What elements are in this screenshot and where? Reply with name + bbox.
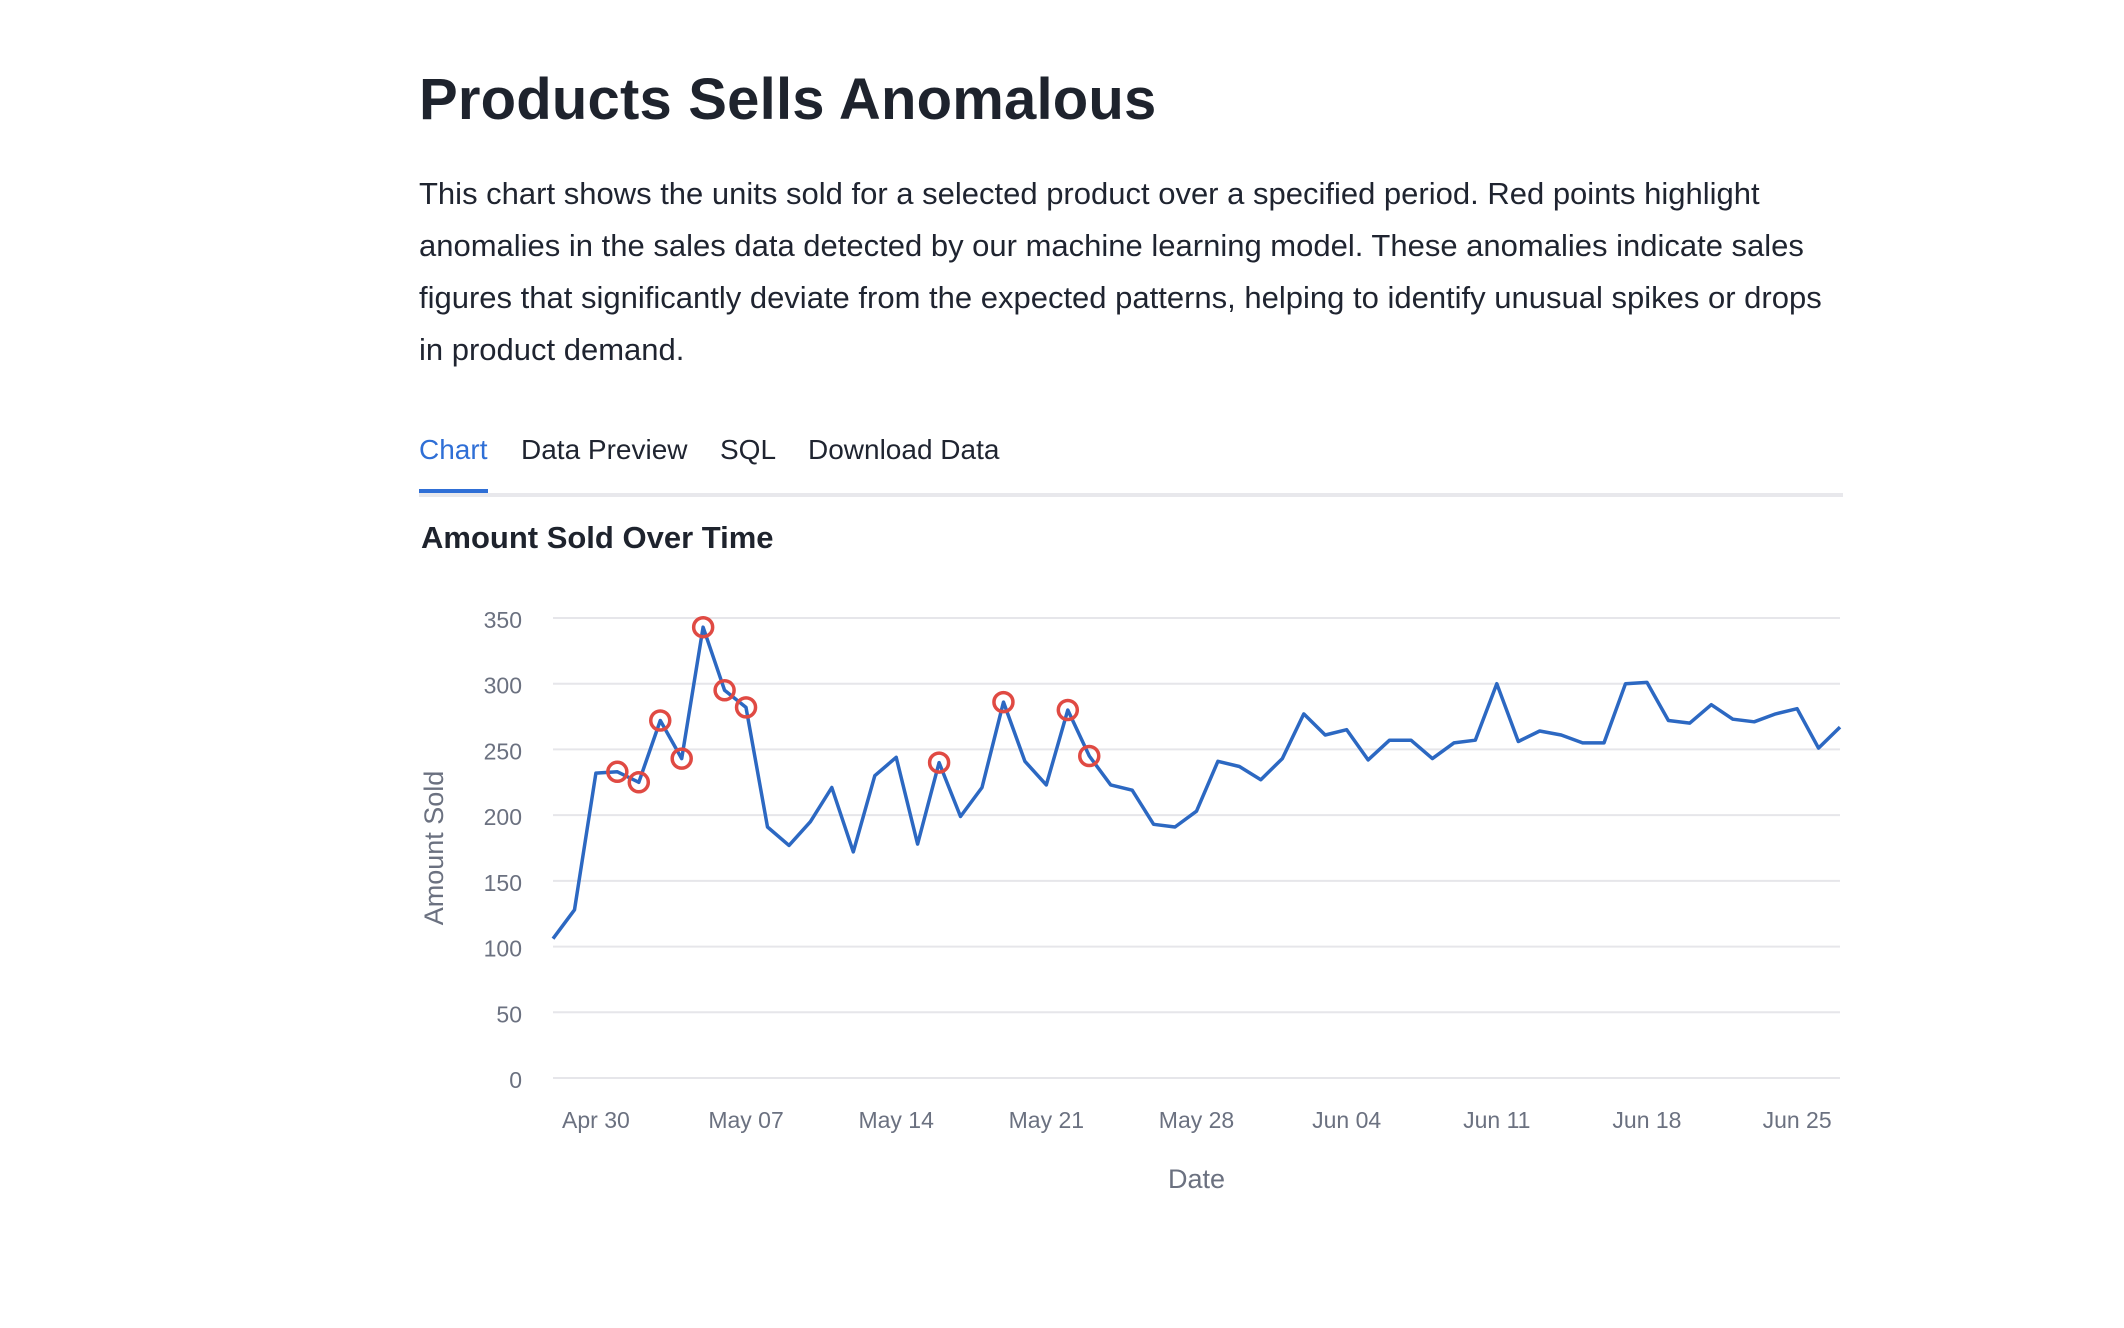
y-tick-label: 250: [484, 738, 522, 764]
anomaly-point: [627, 771, 651, 794]
anomaly-point: [927, 751, 951, 774]
tab-chart[interactable]: Chart: [419, 434, 488, 465]
y-tick-label: 0: [509, 1067, 522, 1093]
y-tick-label: 200: [484, 804, 522, 830]
x-tick-label: Apr 30: [562, 1107, 630, 1133]
page-title: Products Sells Anomalous: [419, 67, 1157, 132]
anomaly-point: [734, 696, 758, 719]
anomaly-point: [1056, 698, 1080, 722]
tab-bar: Chart Data Preview SQL Download Data: [419, 426, 1843, 497]
anomaly-point: [649, 709, 672, 732]
chart-title: Amount Sold Over Time: [421, 520, 774, 555]
sales-series-line: [551, 625, 1842, 940]
y-tick-label: 50: [496, 1001, 522, 1027]
anomaly-point: [1078, 744, 1101, 768]
tab-data-preview[interactable]: Data Preview: [521, 434, 688, 465]
y-tick-label: 350: [484, 607, 522, 633]
tab-download-data[interactable]: Download Data: [808, 434, 1000, 465]
x-tick-label: May 14: [858, 1107, 934, 1133]
x-axis-title: Date: [1168, 1164, 1225, 1194]
x-tick-label: Jun 25: [1763, 1107, 1832, 1133]
active-tab-indicator: [419, 489, 488, 493]
x-tick-label: May 21: [1009, 1107, 1084, 1133]
x-tick-label: May 07: [708, 1107, 783, 1133]
anomaly-point: [691, 615, 715, 639]
x-tick-label: Jun 18: [1612, 1107, 1681, 1133]
x-tick-label: Jun 04: [1312, 1107, 1381, 1133]
x-tick-label: May 28: [1159, 1107, 1234, 1133]
page-description: This chart shows the units sold for a se…: [419, 176, 1822, 367]
anomaly-point: [713, 679, 736, 702]
y-tick-label: 300: [484, 673, 522, 699]
anomaly-point: [992, 690, 1015, 714]
anomaly-point: [606, 760, 629, 784]
anomaly-point: [670, 747, 693, 770]
x-tick-label: Jun 11: [1463, 1107, 1530, 1133]
y-axis-title: Amount Sold: [419, 771, 449, 926]
y-tick-label: 150: [484, 870, 522, 896]
y-tick-label: 100: [484, 936, 522, 962]
tab-sql[interactable]: SQL: [720, 434, 777, 465]
